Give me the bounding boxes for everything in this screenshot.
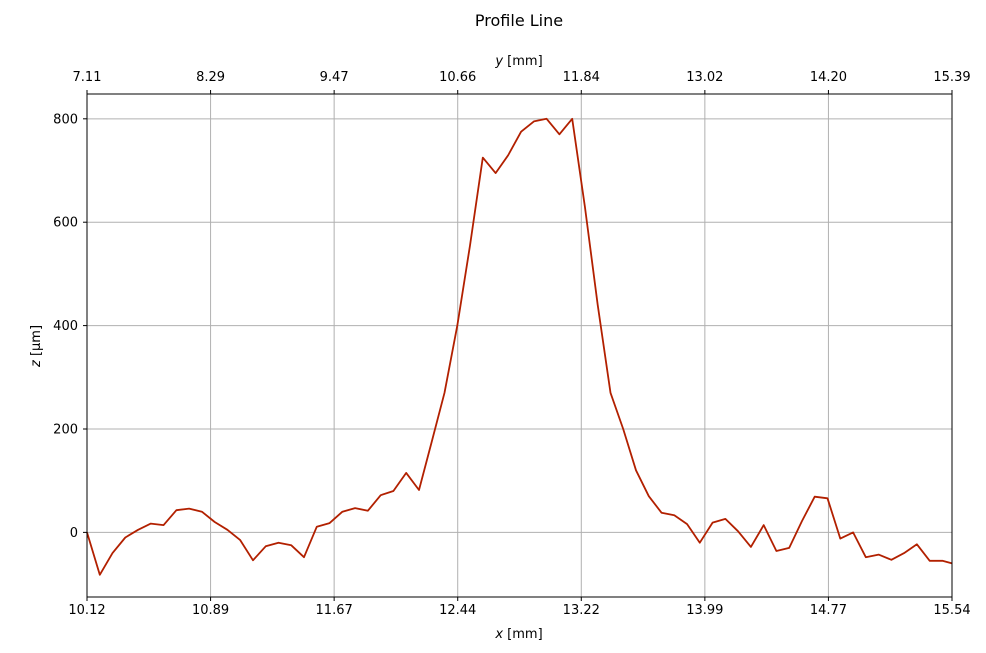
y-axis-title: z [µm] xyxy=(29,325,44,368)
grid xyxy=(87,94,952,597)
top-x-tick-label: 15.39 xyxy=(933,70,970,85)
x-axis-title: x [mm] xyxy=(494,627,542,642)
y-tick-label: 400 xyxy=(53,319,78,334)
top-x-axis-title: y [mm] xyxy=(494,54,542,69)
top-x-tick-label: 9.47 xyxy=(320,70,349,85)
y-tick-label: 200 xyxy=(53,422,78,437)
top-x-tick-label: 8.29 xyxy=(196,70,225,85)
x-tick-label: 10.12 xyxy=(68,603,105,618)
chart-title: Profile Line xyxy=(475,11,563,30)
top-x-tick-label: 11.84 xyxy=(563,70,600,85)
axes-frame xyxy=(86,93,953,598)
x-tick-label: 12.44 xyxy=(439,603,476,618)
top-x-tick-label: 13.02 xyxy=(686,70,723,85)
x-tick-label: 11.67 xyxy=(316,603,353,618)
x-tick-label: 10.89 xyxy=(192,603,229,618)
x-tick-label: 15.54 xyxy=(933,603,970,618)
y-tick-label: 600 xyxy=(53,216,78,231)
x-tick-label: 14.77 xyxy=(810,603,847,618)
ticks: 10.12 10.89 11.67 12.44 13.22 13.99 14.77 15.54… xyxy=(53,70,970,618)
top-x-tick-label: 14.20 xyxy=(810,70,847,85)
x-tick-label: 13.99 xyxy=(686,603,723,618)
top-x-tick-label: 10.66 xyxy=(439,70,476,85)
x-tick-label: 13.22 xyxy=(563,603,600,618)
axes xyxy=(86,93,953,598)
series-line xyxy=(86,117,953,576)
top-x-tick-label: 7.11 xyxy=(73,70,102,85)
plot-area xyxy=(86,117,953,576)
y-tick-label: 0 xyxy=(70,526,78,541)
y-tick-label: 800 xyxy=(53,112,78,127)
